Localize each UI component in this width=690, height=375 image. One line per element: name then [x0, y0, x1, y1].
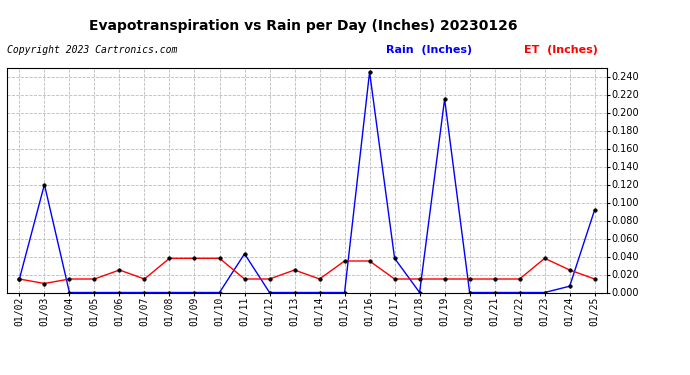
Text: Copyright 2023 Cartronics.com: Copyright 2023 Cartronics.com — [7, 45, 177, 55]
Text: Evapotranspiration vs Rain per Day (Inches) 20230126: Evapotranspiration vs Rain per Day (Inch… — [89, 19, 518, 33]
Text: ET  (Inches): ET (Inches) — [524, 45, 598, 55]
Text: Rain  (Inches): Rain (Inches) — [386, 45, 473, 55]
